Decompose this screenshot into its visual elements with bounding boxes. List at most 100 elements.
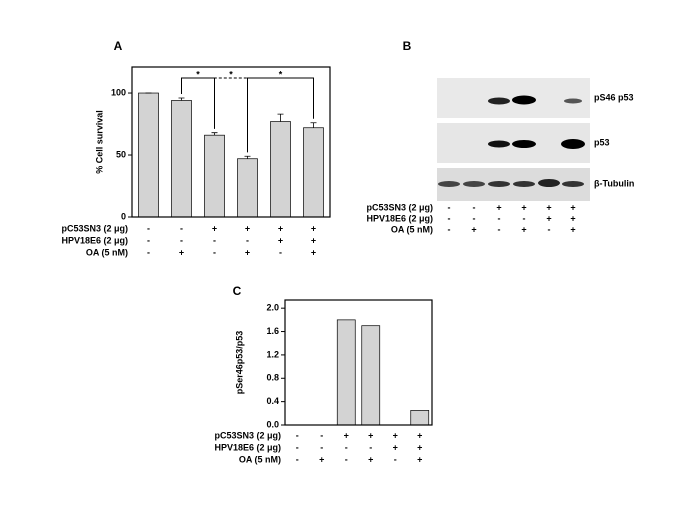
bar [361, 325, 381, 426]
condition-sign: - [498, 224, 501, 234]
band [488, 181, 510, 187]
condition-sign: - [523, 213, 526, 223]
condition-sign: - [213, 247, 216, 257]
y-tick-label: 0 [121, 211, 126, 221]
plot-frame [131, 66, 331, 218]
condition-sign: + [344, 430, 349, 440]
condition-label: pC53SN3 (2 μg) [366, 202, 433, 212]
significance-label: * [279, 69, 283, 79]
condition-sign: + [546, 213, 551, 223]
error-bar [178, 97, 185, 101]
condition-sign: + [311, 247, 316, 257]
condition-sign: + [417, 442, 422, 452]
condition-sign: - [498, 213, 501, 223]
condition-sign: + [245, 247, 250, 257]
band [562, 181, 584, 187]
condition-sign: - [320, 430, 323, 440]
bar [237, 158, 258, 218]
condition-sign: - [180, 223, 183, 233]
band [564, 98, 582, 104]
band [463, 181, 485, 187]
condition-sign: + [570, 224, 575, 234]
band [488, 140, 510, 148]
condition-sign: - [394, 454, 397, 464]
condition-sign: - [448, 202, 451, 212]
bar [204, 134, 225, 218]
condition-label: pC53SN3 (2 μg) [61, 223, 128, 233]
bar [270, 121, 291, 218]
blot-row-label: pS46 p53 [594, 92, 634, 102]
significance-label: * [196, 69, 200, 79]
condition-sign: + [521, 224, 526, 234]
condition-sign: - [279, 247, 282, 257]
condition-sign: - [147, 235, 150, 245]
band [512, 95, 536, 105]
y-tick-label: 1.6 [266, 326, 279, 336]
bar [138, 92, 159, 218]
condition-sign: + [546, 202, 551, 212]
condition-sign: + [570, 213, 575, 223]
condition-sign: - [448, 213, 451, 223]
condition-label: HPV18E6 (2 μg) [366, 213, 433, 223]
band [538, 179, 560, 187]
condition-sign: - [246, 235, 249, 245]
condition-sign: + [311, 223, 316, 233]
condition-sign: - [473, 202, 476, 212]
condition-sign: + [570, 202, 575, 212]
error-bar [211, 132, 218, 136]
bar [303, 127, 324, 218]
condition-sign: - [548, 224, 551, 234]
y-tick-label: 0.8 [266, 373, 279, 383]
condition-sign: - [296, 454, 299, 464]
bar [410, 410, 430, 426]
condition-sign: + [278, 235, 283, 245]
condition-sign: + [311, 235, 316, 245]
band [438, 181, 460, 187]
panel-letter: A [114, 39, 123, 53]
y-tick-label: 0.4 [266, 396, 279, 406]
condition-sign: + [393, 442, 398, 452]
condition-sign: - [147, 223, 150, 233]
condition-sign: - [345, 442, 348, 452]
condition-sign: + [393, 430, 398, 440]
condition-sign: - [345, 454, 348, 464]
condition-sign: + [496, 202, 501, 212]
band [561, 139, 585, 149]
condition-sign: - [213, 235, 216, 245]
condition-sign: - [180, 235, 183, 245]
condition-label: HPV18E6 (2 μg) [214, 442, 281, 452]
condition-sign: + [368, 430, 373, 440]
condition-sign: + [278, 223, 283, 233]
condition-sign: - [448, 224, 451, 234]
error-bar [277, 113, 284, 122]
condition-label: pC53SN3 (2 μg) [214, 430, 281, 440]
bar [336, 319, 356, 426]
significance-label: * [229, 69, 233, 79]
error-bar [310, 122, 317, 128]
condition-sign: - [473, 213, 476, 223]
y-tick-label: 0.0 [266, 419, 279, 429]
band [488, 97, 510, 105]
y-tick-label: 50 [116, 149, 126, 159]
bar [171, 100, 192, 218]
y-tick-label: 2.0 [266, 303, 279, 313]
condition-label: OA (5 nM) [239, 454, 281, 464]
condition-sign: + [319, 454, 324, 464]
condition-sign: + [417, 430, 422, 440]
y-tick-label: 100 [111, 87, 126, 97]
blot-row-label: p53 [594, 137, 610, 147]
condition-sign: + [417, 454, 422, 464]
condition-sign: + [179, 247, 184, 257]
blot [437, 78, 590, 201]
condition-sign: + [245, 223, 250, 233]
band [513, 181, 535, 187]
error-bar [244, 155, 251, 159]
y-axis-label: pSer46p53/p53 [234, 331, 244, 395]
condition-label: OA (5 nM) [391, 224, 433, 234]
condition-sign: + [368, 454, 373, 464]
condition-label: HPV18E6 (2 μg) [61, 235, 128, 245]
blot-row-label: β-Tubulin [594, 178, 634, 188]
condition-sign: - [320, 442, 323, 452]
significance-bracket [247, 77, 314, 153]
